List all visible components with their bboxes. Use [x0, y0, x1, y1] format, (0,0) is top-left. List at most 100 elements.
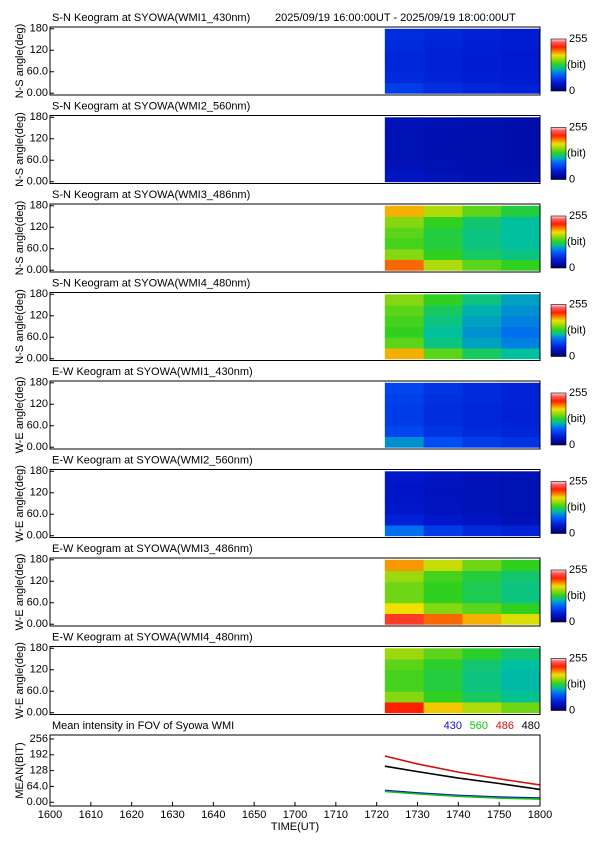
heat-cell [462, 294, 502, 306]
heat-cell [462, 326, 502, 338]
x-tick-label: 1710 [324, 809, 348, 821]
x-tick-label: 1610 [79, 809, 103, 821]
x-tick-label: 1640 [201, 809, 225, 821]
heat-cell [501, 315, 541, 327]
panel-frame [49, 380, 541, 450]
heat-cell [423, 602, 463, 614]
heat-cell [423, 71, 463, 83]
y-tick-label: 180 [30, 465, 48, 477]
panel-title: S-N Keogram at SYOWA(WMI2_560nm) [52, 100, 250, 112]
y-tick-label: 180 [30, 288, 48, 300]
panel-frame [49, 557, 541, 627]
heat-cell [384, 248, 425, 260]
y-tick-label: 60.0 [27, 420, 48, 432]
colorbar-tick-label: 0 [569, 262, 575, 274]
heat-cell [384, 648, 425, 660]
colorbar-label: (bit) [567, 59, 586, 71]
heat-cell [462, 216, 502, 228]
heat-cell [462, 581, 502, 593]
heat-cell [501, 305, 541, 317]
heat-cell [462, 248, 502, 260]
heat-cell [501, 393, 541, 405]
heat-cell [462, 138, 502, 150]
heat-cell [501, 425, 541, 437]
heat-cell [384, 680, 425, 692]
heat-cell [423, 404, 463, 416]
colorbar [550, 215, 567, 269]
panel-title: S-N Keogram at SYOWA(WMI1_430nm) [52, 12, 250, 24]
heat-cell [501, 492, 541, 504]
colorbar [550, 569, 567, 623]
heat-cell [501, 138, 541, 150]
colorbar-tick-label: 0 [569, 173, 575, 185]
heat-cell [423, 382, 463, 395]
heat-cell [384, 128, 425, 140]
heat-cell [462, 227, 502, 239]
panel-title: E-W Keogram at SYOWA(WMI2_560nm) [52, 454, 253, 466]
y-tick-label: 0.00 [27, 618, 48, 630]
heat-cell [462, 50, 502, 62]
heat-cell [423, 82, 463, 94]
x-tick-label: 1720 [364, 809, 388, 821]
heat-cell [501, 128, 541, 140]
heat-cell [501, 39, 541, 51]
y-axis-label: N-S angle(deg) [14, 24, 26, 99]
heat-cell [384, 404, 425, 416]
x-tick-label: 1620 [119, 809, 143, 821]
heat-cell [462, 415, 502, 427]
heat-cell [501, 82, 541, 94]
heat-cell [384, 602, 425, 614]
heat-cell [501, 524, 541, 537]
panel-frame [49, 734, 541, 807]
legend-entry: 430 [444, 720, 462, 732]
heat-cell [423, 492, 463, 504]
heat-cell [462, 701, 502, 714]
x-axis-label: TIME(UT) [271, 821, 319, 833]
colorbar-label: (bit) [567, 413, 586, 425]
colorbar [550, 127, 567, 180]
y-tick-label: 0.00 [27, 796, 48, 808]
panel-title: S-N Keogram at SYOWA(WMI4_480nm) [52, 277, 250, 289]
y-tick-label: 64.0 [27, 780, 48, 792]
y-tick-label: 0.00 [27, 441, 48, 453]
y-tick-label: 60.0 [27, 508, 48, 520]
colorbar-tick-label: 0 [569, 350, 575, 362]
heat-cell [384, 570, 425, 582]
heat-cell [462, 128, 502, 140]
y-tick-label: 180 [30, 642, 48, 654]
heat-cell [423, 259, 463, 271]
y-tick-label: 0.00 [27, 264, 48, 276]
heat-cell [462, 337, 502, 349]
heat-cell [384, 259, 425, 271]
colorbar-label: (bit) [567, 678, 586, 690]
y-axis-label: N-S angle(deg) [14, 201, 26, 276]
heat-cell [423, 337, 463, 349]
heat-cell [462, 347, 502, 360]
y-tick-label: 0.00 [27, 707, 48, 719]
y-tick-label: 120 [30, 487, 48, 499]
series-line [384, 765, 541, 791]
colorbar-tick-label: 255 [569, 475, 587, 487]
legend-entry: 480 [522, 720, 540, 732]
heat-cell [501, 227, 541, 239]
heat-cell [423, 170, 463, 183]
heat-cell [501, 602, 541, 614]
heat-cell [462, 436, 502, 448]
heat-cell [501, 205, 541, 218]
colorbar [550, 392, 567, 446]
heat-cell [423, 128, 463, 140]
heat-cell [501, 404, 541, 416]
y-tick-label: 0.00 [27, 353, 48, 365]
heat-cell [462, 315, 502, 327]
heat-cell [384, 415, 425, 427]
y-tick-label: 180 [30, 377, 48, 389]
heat-cell [462, 382, 502, 395]
heat-cell [384, 524, 425, 537]
y-tick-label: 120 [30, 44, 48, 56]
heat-cell [501, 61, 541, 73]
heat-cell [423, 436, 463, 448]
y-tick-label: 120 [30, 398, 48, 410]
heat-cell [462, 559, 502, 572]
heat-cell [462, 691, 502, 703]
